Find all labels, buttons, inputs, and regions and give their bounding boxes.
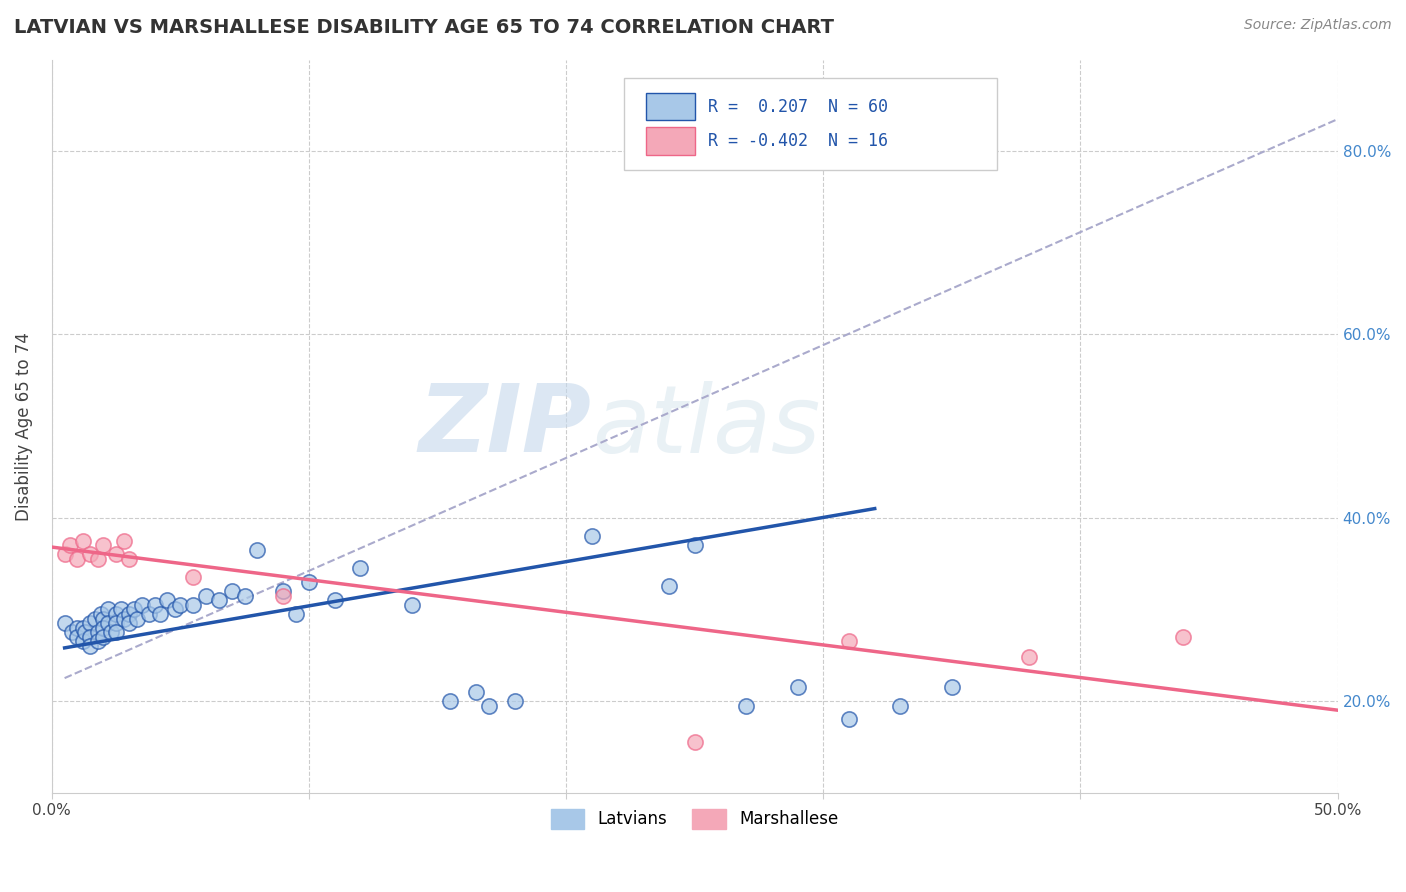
Point — [79, 639, 101, 653]
Point — [79, 548, 101, 562]
Point — [118, 552, 141, 566]
Point — [60, 625, 83, 640]
Point — [90, 607, 112, 621]
Point — [105, 616, 128, 631]
Point — [72, 634, 94, 648]
Text: R =  0.207  N = 60: R = 0.207 N = 60 — [707, 97, 887, 116]
Point — [889, 698, 911, 713]
Point — [100, 625, 122, 640]
Point — [156, 593, 179, 607]
Point — [478, 698, 501, 713]
Point — [181, 598, 204, 612]
Point — [66, 630, 89, 644]
Y-axis label: Disability Age 65 to 74: Disability Age 65 to 74 — [15, 332, 32, 521]
Point — [1173, 630, 1195, 644]
Text: ZIP: ZIP — [419, 380, 592, 472]
Point — [97, 602, 120, 616]
Point — [181, 570, 204, 584]
Point — [683, 735, 706, 749]
Point — [838, 712, 860, 726]
Point — [169, 598, 191, 612]
Point — [79, 630, 101, 644]
Point — [87, 625, 110, 640]
Point — [503, 694, 526, 708]
Point — [233, 589, 256, 603]
Point — [221, 584, 243, 599]
Point — [118, 616, 141, 631]
Text: LATVIAN VS MARSHALLESE DISABILITY AGE 65 TO 74 CORRELATION CHART: LATVIAN VS MARSHALLESE DISABILITY AGE 65… — [14, 18, 834, 37]
Point — [941, 680, 963, 694]
Point — [105, 607, 128, 621]
Point — [91, 611, 114, 625]
Point — [79, 616, 101, 631]
Point — [122, 602, 145, 616]
Point — [53, 616, 76, 631]
FancyBboxPatch shape — [624, 78, 997, 169]
Point — [125, 611, 148, 625]
Point — [349, 561, 371, 575]
Point — [110, 602, 132, 616]
Point — [298, 574, 321, 589]
Point — [838, 634, 860, 648]
Bar — [645, 93, 695, 120]
Point — [195, 589, 218, 603]
Point — [149, 607, 172, 621]
Point — [97, 616, 120, 631]
Point — [66, 621, 89, 635]
Point — [465, 685, 488, 699]
Point — [118, 607, 141, 621]
Text: R = -0.402  N = 16: R = -0.402 N = 16 — [707, 132, 887, 150]
Point — [59, 538, 82, 552]
Point — [138, 607, 160, 621]
Point — [105, 548, 128, 562]
Point — [131, 598, 153, 612]
Point — [143, 598, 166, 612]
Point — [323, 593, 346, 607]
Point — [87, 552, 110, 566]
Point — [91, 538, 114, 552]
Point — [786, 680, 808, 694]
Point — [683, 538, 706, 552]
Point — [581, 529, 603, 543]
Point — [439, 694, 461, 708]
Point — [75, 625, 97, 640]
Point — [246, 542, 269, 557]
Point — [271, 589, 294, 603]
Text: Source: ZipAtlas.com: Source: ZipAtlas.com — [1244, 18, 1392, 32]
Point — [112, 611, 135, 625]
Point — [271, 584, 294, 599]
Point — [84, 611, 107, 625]
Point — [72, 533, 94, 548]
Point — [165, 602, 187, 616]
Point — [658, 579, 681, 593]
Text: atlas: atlas — [592, 381, 820, 472]
Point — [735, 698, 758, 713]
Point — [53, 548, 76, 562]
Point — [105, 625, 128, 640]
Point — [91, 621, 114, 635]
Point — [87, 634, 110, 648]
Point — [72, 621, 94, 635]
Point — [112, 533, 135, 548]
Point — [66, 552, 89, 566]
Legend: Latvians, Marshallese: Latvians, Marshallese — [544, 802, 845, 836]
Point — [91, 630, 114, 644]
Bar — [645, 127, 695, 155]
Point — [401, 598, 423, 612]
Point — [208, 593, 231, 607]
Point — [1018, 650, 1040, 665]
Point — [285, 607, 308, 621]
